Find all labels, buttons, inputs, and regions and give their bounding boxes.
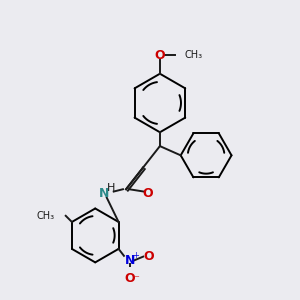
- Text: +: +: [132, 250, 139, 260]
- Text: ⁻: ⁻: [133, 274, 139, 284]
- Text: N: N: [125, 254, 135, 267]
- Text: N: N: [99, 187, 110, 200]
- Text: CH₃: CH₃: [184, 50, 203, 60]
- Text: H: H: [107, 184, 116, 194]
- Text: O: O: [143, 250, 154, 263]
- Text: CH₃: CH₃: [36, 211, 54, 221]
- Text: O: O: [142, 187, 153, 200]
- Text: O: O: [125, 272, 135, 285]
- Text: O: O: [154, 49, 165, 62]
